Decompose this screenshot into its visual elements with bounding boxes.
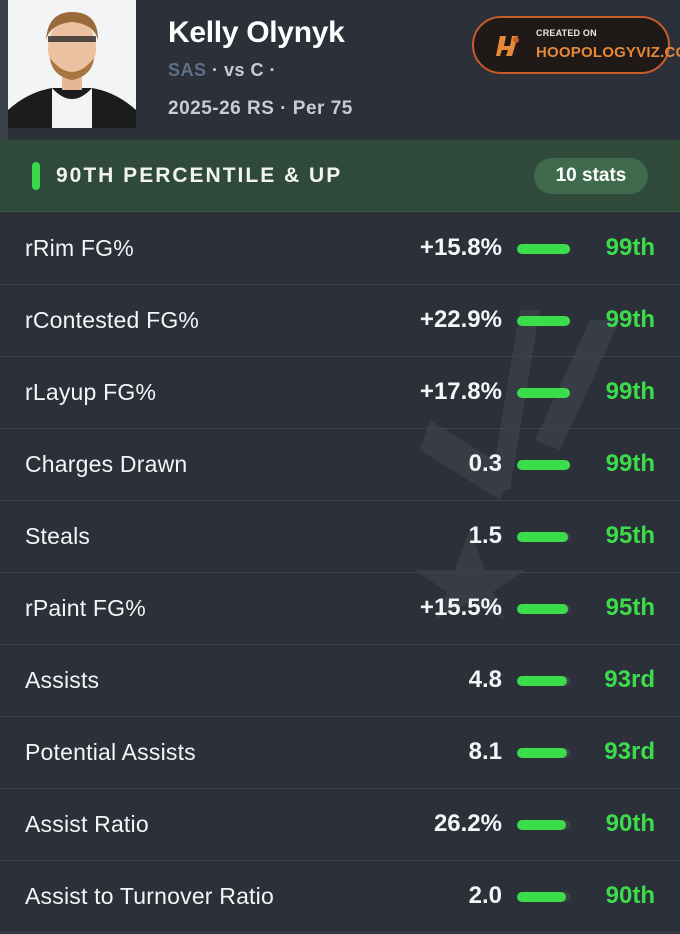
stat-label: Assists (25, 667, 100, 693)
percentile-bar (517, 316, 571, 326)
stat-value: 8.1 (468, 738, 502, 765)
stat-percentile: 95th (605, 522, 655, 549)
stat-row: rPaint FG% +15.5% 95th (0, 573, 680, 645)
stat-row: Assist to Turnover Ratio 2.0 90th (0, 861, 680, 933)
stat-label: Assist to Turnover Ratio (25, 883, 274, 909)
stat-row: rLayup FG% +17.8% 99th (0, 357, 680, 429)
player-avatar (8, 0, 136, 128)
stat-value: +22.9% (419, 306, 502, 333)
stat-value: 4.8 (468, 666, 502, 693)
stat-percentile: 99th (605, 306, 655, 333)
stat-label: Steals (25, 523, 91, 549)
percentile-bar (517, 820, 571, 830)
stat-value: 0.3 (468, 450, 502, 477)
site-name: HOOPOLOGYVIZ.COM (536, 44, 680, 61)
percentile-bar-fill (517, 748, 568, 758)
stat-label: Assist Ratio (25, 811, 149, 837)
percentile-bar (517, 748, 571, 758)
stat-row: Potential Assists 8.1 93rd (0, 717, 680, 789)
percentile-bar-fill (517, 244, 571, 254)
percentile-bar-fill (517, 820, 566, 830)
percentile-bar (517, 388, 571, 398)
percentile-bar-fill (517, 892, 566, 902)
season-label: 2025-26 RS · Per 75 (168, 98, 353, 119)
player-photo-icon (8, 0, 136, 128)
stat-percentile: 90th (605, 882, 655, 909)
team-abbrev: SAS (168, 60, 207, 80)
stat-percentile: 99th (605, 234, 655, 261)
stat-percentile: 93rd (604, 738, 655, 765)
stats-count-badge: 10 stats (534, 158, 648, 194)
stat-row: Charges Drawn 0.3 99th (0, 429, 680, 501)
player-header: Kelly Olynyk SAS · vs C · 2025-26 RS · P… (0, 0, 680, 140)
percentile-section-header: 90TH PERCENTILE & UP 10 stats (0, 140, 680, 212)
stat-value: 2.0 (468, 882, 502, 909)
percentile-bar (517, 676, 571, 686)
stat-label: rLayup FG% (25, 379, 157, 405)
stat-value: 1.5 (468, 522, 502, 549)
stat-percentile: 93rd (604, 666, 655, 693)
stat-row: Assist Ratio 26.2% 90th (0, 789, 680, 861)
stat-value: +15.8% (419, 234, 502, 261)
hoopologyviz-logo-icon (496, 36, 519, 56)
hoopologyviz-badge[interactable]: CREATED ON HOOPOLOGYVIZ.COM (472, 16, 680, 74)
stat-label: rPaint FG% (25, 595, 146, 621)
stat-label: rRim FG% (25, 235, 134, 261)
stat-label: rContested FG% (25, 307, 200, 333)
percentile-bar-fill (517, 316, 571, 326)
stats-list: rRim FG% +15.8% 99th rContested FG% +22.9% 99… (0, 213, 680, 933)
section-accent-bar (32, 162, 40, 190)
team-line: SAS · vs C · (168, 60, 276, 81)
stat-label: Charges Drawn (25, 451, 188, 477)
stat-percentile: 95th (605, 594, 655, 621)
percentile-bar (517, 244, 571, 254)
percentile-bar (517, 532, 571, 542)
percentile-bar-fill (517, 460, 571, 470)
percentile-bar-fill (517, 604, 569, 614)
percentile-bar (517, 604, 571, 614)
stat-value: +15.5% (419, 594, 502, 621)
percentile-bar (517, 892, 571, 902)
player-name: Kelly Olynyk (168, 16, 345, 49)
stat-percentile: 99th (605, 378, 655, 405)
created-on-label: CREATED ON (536, 28, 597, 38)
percentile-bar-fill (517, 676, 568, 686)
stat-row: rContested FG% +22.9% 99th (0, 285, 680, 357)
position-filter: · vs C · (206, 60, 277, 80)
stat-label: Potential Assists (25, 739, 196, 765)
stat-row: Assists 4.8 93rd (0, 645, 680, 717)
stat-value: +17.8% (419, 378, 502, 405)
stat-value: 26.2% (433, 810, 502, 837)
stat-percentile: 90th (605, 810, 655, 837)
stat-percentile: 99th (605, 450, 655, 477)
percentile-bar-fill (517, 532, 569, 542)
stat-row: rRim FG% +15.8% 99th (0, 213, 680, 285)
percentile-bar-fill (517, 388, 571, 398)
stat-row: Steals 1.5 95th (0, 501, 680, 573)
section-title: 90TH PERCENTILE & UP (56, 164, 343, 187)
percentile-bar (517, 460, 571, 470)
